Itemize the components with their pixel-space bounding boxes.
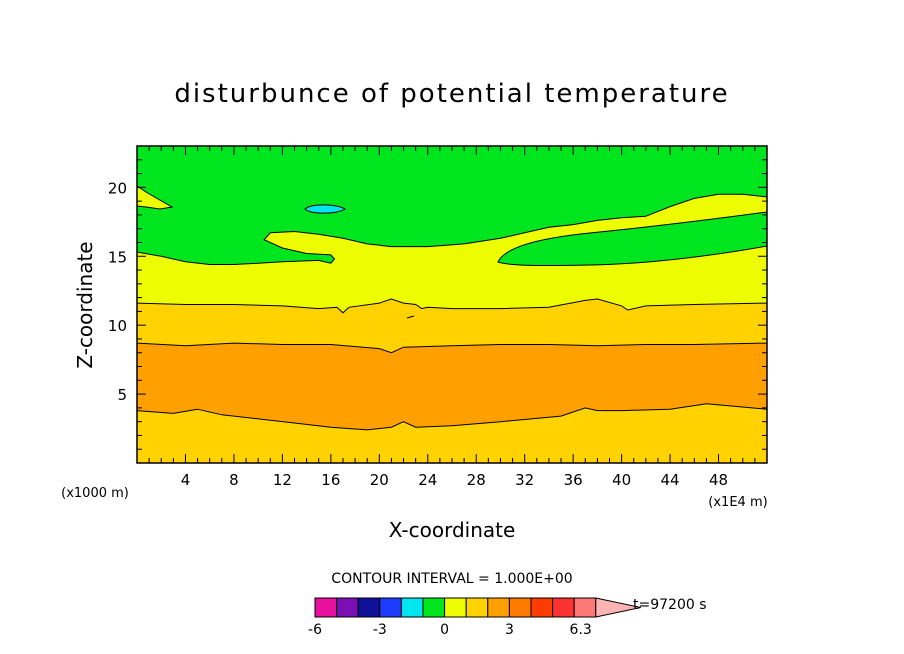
colorbar-swatch [379, 597, 402, 618]
x-tick-label: 4 [181, 471, 191, 489]
colorbar-swatch [508, 597, 532, 618]
contour-blobs [136, 185, 768, 319]
contour-line-2 [136, 342, 768, 354]
time-label: t=97200 s [633, 597, 707, 613]
y-axis-unit: (x1000 m) [61, 486, 129, 501]
contour-lines [136, 193, 768, 431]
colorbar-swatch [573, 597, 597, 618]
colorbar-tick-label: -6 [308, 622, 322, 638]
chart-title: disturbunce of potential temperature [174, 79, 729, 109]
x-tick-label: 8 [229, 471, 239, 489]
colorbar-tick-label: -3 [373, 622, 387, 638]
colorbar-overflow-arrow [595, 597, 641, 618]
x-tick-label: 32 [515, 471, 534, 489]
y-tick-label: 5 [117, 386, 127, 404]
y-tick-label: 15 [108, 248, 127, 266]
colorbar-swatch [314, 597, 338, 618]
colorbar-swatch [336, 597, 359, 618]
x-tick-label: 44 [661, 471, 680, 489]
x-tick-label: 48 [709, 471, 728, 489]
contour-line-3 [136, 298, 768, 314]
colorbar-swatch [400, 597, 424, 618]
contour-fragment [406, 315, 415, 319]
x-axis-unit: (x1E4 m) [708, 495, 767, 510]
x-tick-label: 20 [370, 471, 389, 489]
y-tick-label: 20 [108, 179, 127, 197]
contour-line-4 [136, 193, 768, 265]
colorbar-tick-label: 3 [505, 622, 514, 638]
colorbar-swatch [357, 597, 381, 618]
x-tick-label: 40 [612, 471, 631, 489]
contour-interval-label: CONTOUR INTERVAL = 1.000E+00 [331, 571, 572, 587]
contour-region-1 [137, 403, 767, 463]
x-tick-label: 36 [564, 471, 583, 489]
colorbar-swatch [487, 597, 510, 618]
contour-line-1 [136, 403, 768, 431]
y-axis-label: Z-coordinate [73, 241, 97, 368]
x-tick-label: 16 [321, 471, 340, 489]
x-tick-label: 12 [273, 471, 292, 489]
colorbar-swatch [465, 597, 489, 618]
x-axis-label: X-coordinate [389, 518, 516, 542]
colorbar: -6 -3 0 3 6.3 [308, 597, 641, 638]
colorbar-swatch [422, 597, 446, 618]
colorbar-tick-label: 0 [440, 622, 449, 638]
x-tick-label: 24 [418, 471, 437, 489]
colorbar-tick-label: 6.3 [570, 622, 592, 638]
y-tick-label: 10 [108, 317, 127, 335]
colorbar-swatch [444, 597, 467, 618]
contour-cell-yellow-left [136, 185, 174, 210]
x-tick-label: 28 [467, 471, 486, 489]
colorbar-swatch [552, 597, 575, 618]
colorbar-swatch [530, 597, 554, 618]
contour-cell-cyan [304, 204, 346, 214]
